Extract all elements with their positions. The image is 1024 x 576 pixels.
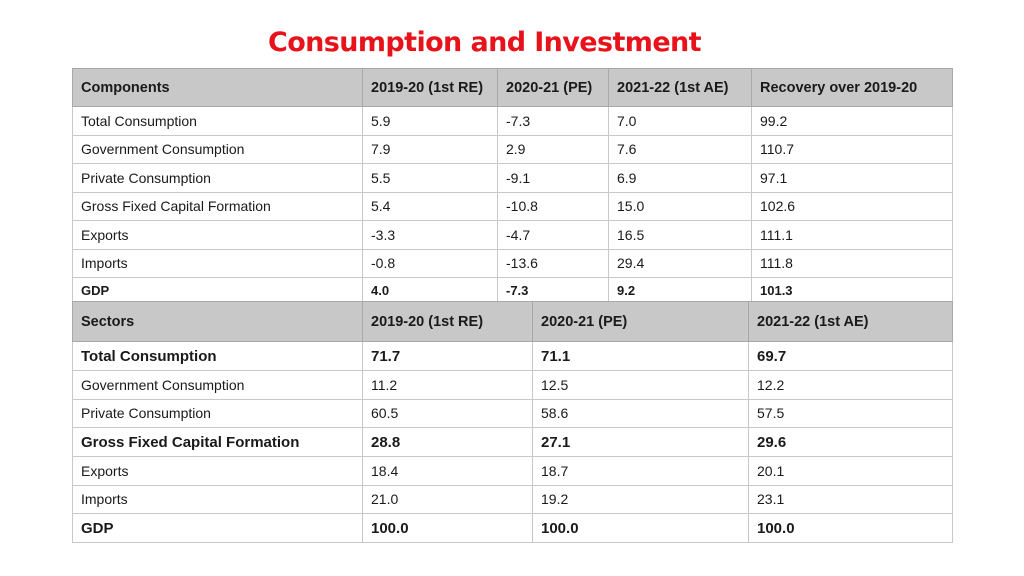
row-label: Exports xyxy=(72,456,363,486)
header-2019-20: 2019-20 (1st RE) xyxy=(362,301,533,342)
cell: 18.4 xyxy=(362,456,533,486)
cell: 7.9 xyxy=(362,134,498,164)
cell: 111.8 xyxy=(751,248,953,278)
cell: 58.6 xyxy=(532,398,749,428)
header-components: Components xyxy=(72,68,363,107)
header-2019-20: 2019-20 (1st RE) xyxy=(362,68,498,107)
table-row: Gross Fixed Capital Formation 28.8 27.1 … xyxy=(72,427,953,457)
row-label: Government Consumption xyxy=(72,370,363,400)
components-growth-table: Components 2019-20 (1st RE) 2020-21 (PE)… xyxy=(72,68,953,304)
cell: 99.2 xyxy=(751,106,953,136)
cell: 2.9 xyxy=(497,134,609,164)
cell: 101.3 xyxy=(751,277,953,304)
table-row: Government Consumption 11.2 12.5 12.2 xyxy=(72,370,953,400)
cell: 19.2 xyxy=(532,484,749,514)
row-label: GDP xyxy=(72,513,363,543)
cell: 16.5 xyxy=(608,220,752,250)
cell: 9.2 xyxy=(608,277,752,304)
cell: 5.9 xyxy=(362,106,498,136)
table-row: Exports -3.3 -4.7 16.5 111.1 xyxy=(72,220,953,250)
header-2021-22: 2021-22 (1st AE) xyxy=(608,68,752,107)
table-row: Imports -0.8 -13.6 29.4 111.8 xyxy=(72,248,953,278)
header-2020-21: 2020-21 (PE) xyxy=(497,68,609,107)
cell: -10.8 xyxy=(497,191,609,221)
cell: 27.1 xyxy=(532,427,749,457)
cell: 28.8 xyxy=(362,427,533,457)
cell: 102.6 xyxy=(751,191,953,221)
row-label: Total Consumption xyxy=(72,341,363,371)
cell: 5.4 xyxy=(362,191,498,221)
cell: 100.0 xyxy=(748,513,953,543)
cell: 29.4 xyxy=(608,248,752,278)
cell: 6.9 xyxy=(608,163,752,193)
table-row-gdp: GDP 100.0 100.0 100.0 xyxy=(72,513,953,543)
page-title: Consumption and Investment xyxy=(268,27,702,58)
cell: 69.7 xyxy=(748,341,953,371)
cell: 100.0 xyxy=(532,513,749,543)
cell: 5.5 xyxy=(362,163,498,193)
cell: 57.5 xyxy=(748,398,953,428)
header-recovery: Recovery over 2019-20 xyxy=(751,68,953,107)
row-label: Total Consumption xyxy=(72,106,363,136)
table-row: Private Consumption 60.5 58.6 57.5 xyxy=(72,398,953,428)
cell: 111.1 xyxy=(751,220,953,250)
cell: -9.1 xyxy=(497,163,609,193)
cell: 71.7 xyxy=(362,341,533,371)
sectors-share-table: Sectors 2019-20 (1st RE) 2020-21 (PE) 20… xyxy=(72,301,953,543)
table-row: Private Consumption 5.5 -9.1 6.9 97.1 xyxy=(72,163,953,193)
table-row: Imports 21.0 19.2 23.1 xyxy=(72,484,953,514)
table-row: Government Consumption 7.9 2.9 7.6 110.7 xyxy=(72,134,953,164)
table-row-gdp: GDP 4.0 -7.3 9.2 101.3 xyxy=(72,277,953,304)
cell: 7.0 xyxy=(608,106,752,136)
table-row: Total Consumption 71.7 71.1 69.7 xyxy=(72,341,953,371)
cell: -0.8 xyxy=(362,248,498,278)
row-label: Exports xyxy=(72,220,363,250)
row-label: Imports xyxy=(72,484,363,514)
row-label: Private Consumption xyxy=(72,398,363,428)
cell: 7.6 xyxy=(608,134,752,164)
table-header-row: Components 2019-20 (1st RE) 2020-21 (PE)… xyxy=(72,68,953,107)
cell: 12.2 xyxy=(748,370,953,400)
cell: 97.1 xyxy=(751,163,953,193)
cell: -4.7 xyxy=(497,220,609,250)
cell: -3.3 xyxy=(362,220,498,250)
table-row: Gross Fixed Capital Formation 5.4 -10.8 … xyxy=(72,191,953,221)
cell: 100.0 xyxy=(362,513,533,543)
cell: 21.0 xyxy=(362,484,533,514)
row-label: Gross Fixed Capital Formation xyxy=(72,427,363,457)
cell: 23.1 xyxy=(748,484,953,514)
cell: 11.2 xyxy=(362,370,533,400)
cell: 60.5 xyxy=(362,398,533,428)
table-header-row: Sectors 2019-20 (1st RE) 2020-21 (PE) 20… xyxy=(72,301,953,342)
cell: 12.5 xyxy=(532,370,749,400)
row-label: Private Consumption xyxy=(72,163,363,193)
cell: 15.0 xyxy=(608,191,752,221)
row-label: Gross Fixed Capital Formation xyxy=(72,191,363,221)
cell: 18.7 xyxy=(532,456,749,486)
table-row: Exports 18.4 18.7 20.1 xyxy=(72,456,953,486)
header-sectors: Sectors xyxy=(72,301,363,342)
cell: -13.6 xyxy=(497,248,609,278)
cell: -7.3 xyxy=(497,106,609,136)
cell: 29.6 xyxy=(748,427,953,457)
header-2021-22: 2021-22 (1st AE) xyxy=(748,301,953,342)
header-2020-21: 2020-21 (PE) xyxy=(532,301,749,342)
row-label: Government Consumption xyxy=(72,134,363,164)
cell: 71.1 xyxy=(532,341,749,371)
cell: -7.3 xyxy=(497,277,609,304)
row-label: GDP xyxy=(72,277,363,304)
cell: 4.0 xyxy=(362,277,498,304)
cell: 20.1 xyxy=(748,456,953,486)
row-label: Imports xyxy=(72,248,363,278)
cell: 110.7 xyxy=(751,134,953,164)
table-row: Total Consumption 5.9 -7.3 7.0 99.2 xyxy=(72,106,953,136)
